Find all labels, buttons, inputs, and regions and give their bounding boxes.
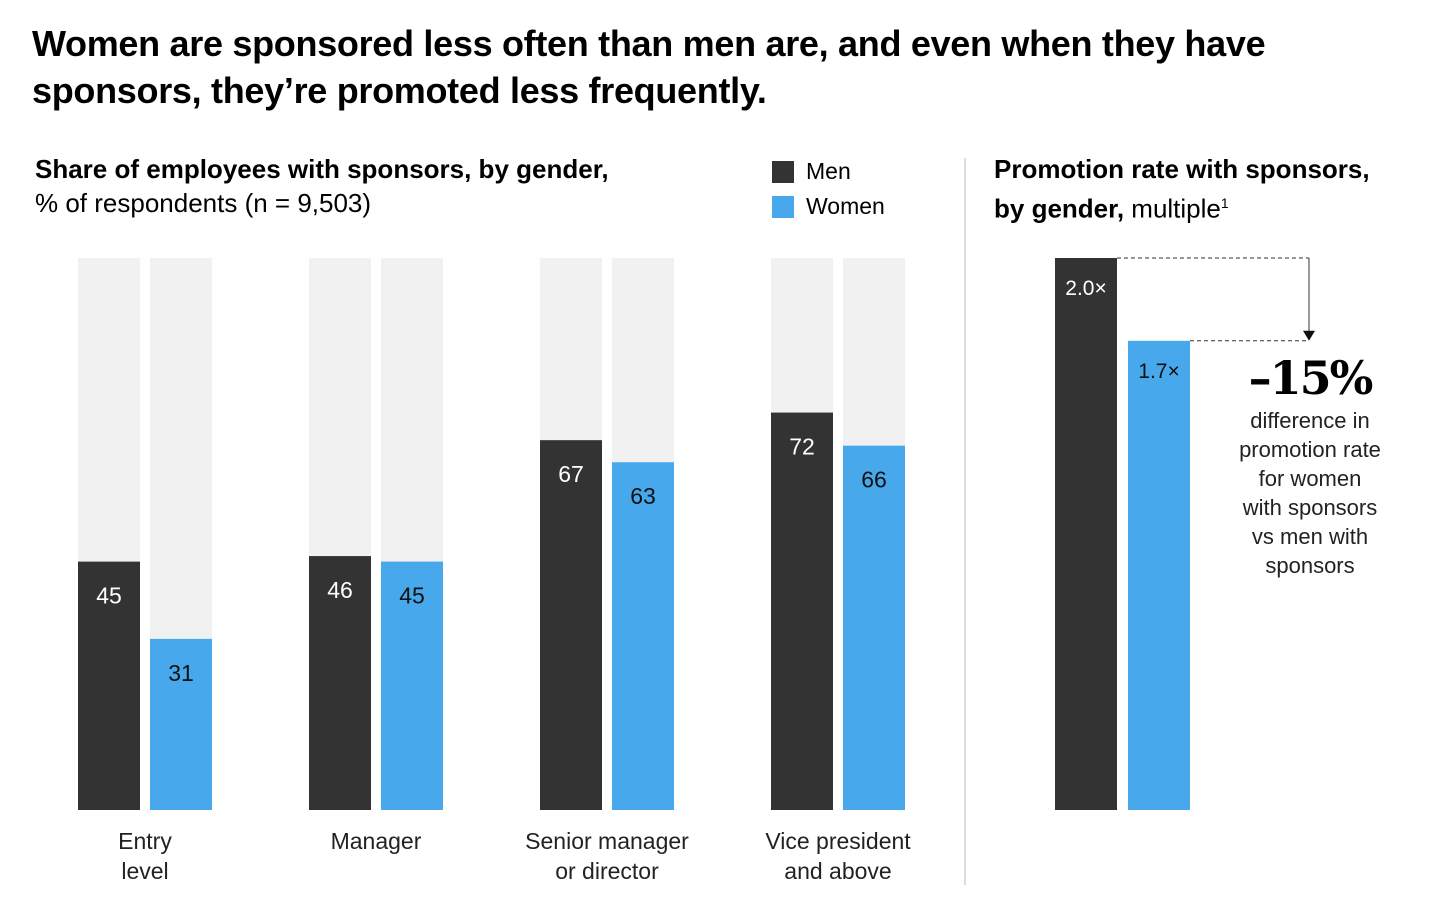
legend-swatch-men bbox=[772, 160, 794, 183]
footnote-marker: 1 bbox=[1220, 195, 1229, 211]
difference-description-line: sponsors bbox=[1265, 553, 1355, 578]
promotion-label-men: 2.0× bbox=[1065, 277, 1106, 300]
bar-women bbox=[843, 445, 905, 810]
data-label-women: 63 bbox=[630, 483, 656, 509]
category-label: level bbox=[121, 858, 168, 884]
right-chart-subtitle: Promotion rate with sponsors, by gender,… bbox=[994, 152, 1370, 226]
data-label-men: 45 bbox=[96, 583, 122, 609]
bar-women bbox=[150, 638, 212, 810]
bar-men bbox=[540, 440, 602, 810]
right-chart-title-1: Promotion rate with sponsors, bbox=[994, 154, 1370, 184]
category-label: Senior manager bbox=[525, 828, 689, 854]
left-chart-subtitle: Share of employees with sponsors, by gen… bbox=[35, 152, 609, 220]
bar-women bbox=[381, 561, 443, 810]
legend-item-women: Women bbox=[772, 189, 885, 224]
data-label-men: 72 bbox=[789, 434, 815, 460]
right-chart-units: multiple bbox=[1131, 193, 1221, 224]
difference-value: –15% bbox=[1248, 351, 1374, 405]
data-label-women: 45 bbox=[399, 583, 425, 609]
data-label-men: 46 bbox=[327, 577, 353, 603]
category-label: Vice president bbox=[765, 828, 911, 854]
category-label: and above bbox=[784, 858, 891, 884]
legend-swatch-women bbox=[772, 195, 794, 218]
legend-item-men: Men bbox=[772, 154, 885, 189]
bar-men bbox=[78, 561, 140, 810]
bar-women bbox=[612, 462, 674, 810]
difference-description-line: with sponsors bbox=[1242, 495, 1378, 520]
bar-men bbox=[309, 556, 371, 810]
legend-label-women: Women bbox=[806, 193, 885, 219]
left-chart-title: Share of employees with sponsors, by gen… bbox=[35, 154, 609, 184]
data-label-men: 67 bbox=[558, 461, 584, 487]
legend: Men Women bbox=[772, 154, 885, 224]
data-label-women: 31 bbox=[168, 660, 194, 686]
promotion-bar-men bbox=[1055, 258, 1117, 810]
difference-annotation: –15% difference in promotion rate for wo… bbox=[1210, 350, 1410, 580]
difference-description-line: promotion rate bbox=[1239, 437, 1381, 462]
right-chart-title-2: by gender, bbox=[994, 193, 1125, 224]
data-label-women: 66 bbox=[861, 467, 887, 493]
promotion-label-women: 1.7× bbox=[1138, 360, 1179, 383]
left-chart-units: % of respondents (n = 9,503) bbox=[35, 188, 372, 218]
arrow-down-icon bbox=[1303, 330, 1315, 341]
difference-description-line: for women bbox=[1258, 466, 1362, 491]
category-label: Manager bbox=[331, 828, 422, 854]
chart-title: Women are sponsored less often than men … bbox=[32, 23, 1266, 111]
category-label: or director bbox=[555, 858, 659, 884]
difference-description-line: difference in bbox=[1250, 408, 1370, 433]
bar-men bbox=[771, 412, 833, 810]
difference-description: difference in promotion rate for women w… bbox=[1210, 406, 1410, 580]
difference-description-line: vs men with bbox=[1251, 524, 1369, 549]
category-label: Entry bbox=[118, 828, 172, 854]
legend-label-men: Men bbox=[806, 158, 851, 184]
promotion-bar-women bbox=[1128, 340, 1190, 810]
